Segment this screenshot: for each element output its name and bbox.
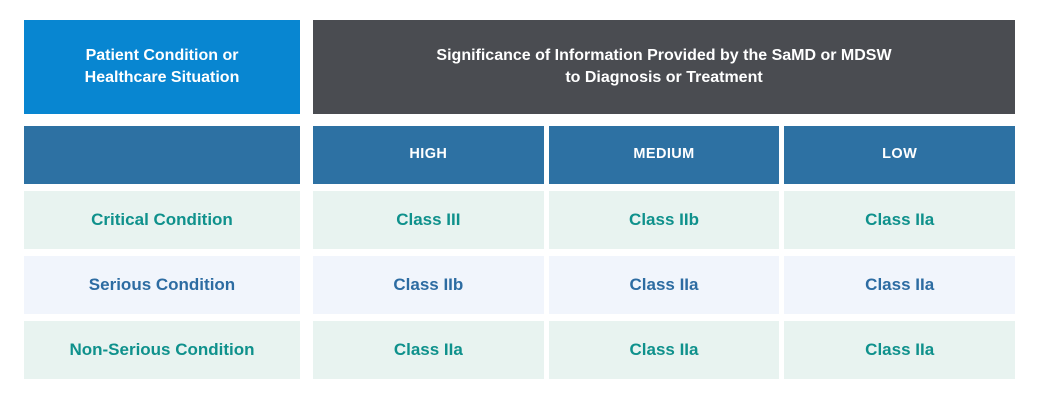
row-label: Serious Condition — [24, 256, 300, 314]
row-label: Non-Serious Condition — [24, 321, 300, 379]
corner-header-cell: Patient Condition or Healthcare Situatio… — [24, 20, 300, 114]
significance-header-line2: to Diagnosis or Treatment — [565, 69, 763, 86]
column-header-high: HIGH — [313, 126, 544, 184]
significance-header-cell: Significance of Information Provided by … — [313, 20, 1015, 114]
column-header-medium: MEDIUM — [548, 126, 780, 184]
class-cell: Class IIa — [548, 321, 780, 379]
table-row-critical-condition: Critical Condition Class III Class IIb C… — [24, 191, 1016, 249]
significance-header-line1: Significance of Information Provided by … — [436, 47, 892, 65]
class-cell: Class IIb — [313, 256, 544, 314]
corner-header-line2: Healthcare Situation — [84, 69, 240, 86]
class-cell: Class IIa — [313, 321, 544, 379]
class-cell: Class IIa — [784, 191, 1016, 249]
table-row-serious-condition: Serious Condition Class IIb Class IIa Cl… — [24, 256, 1016, 314]
column-header-row: HIGH MEDIUM LOW — [24, 126, 1016, 184]
table-header-row: Patient Condition or Healthcare Situatio… — [24, 20, 1015, 114]
class-cell: Class IIa — [784, 256, 1016, 314]
class-cell: Class IIa — [784, 321, 1016, 379]
table-row-non-serious-condition: Non-Serious Condition Class IIa Class II… — [24, 321, 1016, 379]
column-header-empty-cell — [24, 126, 300, 184]
class-cell: Class IIb — [548, 191, 780, 249]
row-label: Critical Condition — [24, 191, 300, 249]
corner-header-line1: Patient Condition or — [85, 47, 239, 65]
column-header-low: LOW — [784, 126, 1016, 184]
class-cell: Class III — [313, 191, 544, 249]
class-cell: Class IIa — [548, 256, 780, 314]
